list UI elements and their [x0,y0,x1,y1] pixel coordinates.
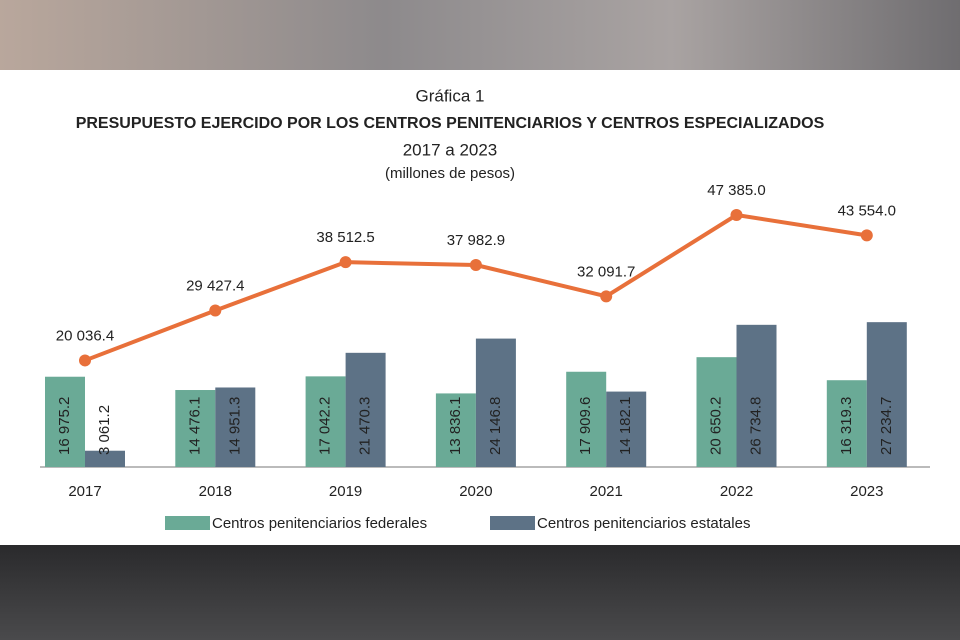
total-value-label: 38 512.5 [316,229,374,246]
bar-value-label: 17 909.6 [577,397,594,455]
bar [475,338,516,467]
bar [175,390,216,467]
bar-value-label: 24 146.8 [487,397,504,455]
bar-value-label: 14 951.3 [226,397,243,455]
bar-value-label: 14 182.1 [617,397,634,455]
bar [736,324,777,467]
x-tick-label: 2018 [199,483,232,500]
bar-value-label: 21 470.3 [357,397,374,455]
bar [866,322,907,467]
chart-units: (millones de pesos) [385,165,515,182]
bar [45,376,85,467]
bar-value-label: 14 476.1 [186,397,203,455]
total-point [860,229,873,242]
x-tick-label: 2019 [329,483,362,500]
total-point [600,290,613,303]
bar-value-label: 26 734.8 [747,397,764,455]
total-point [79,354,91,367]
x-tick-label: 2021 [590,483,623,500]
x-tick-label: 2022 [720,483,753,500]
total-value-label: 20 036.4 [56,327,114,344]
total-value-label: 47 385.0 [707,182,765,199]
x-tick-label: 2023 [850,483,883,500]
blurred-background [0,0,960,70]
total-point [209,304,222,317]
bar-value-label: 16 975.2 [56,397,73,455]
total-point [469,259,482,272]
bar [696,357,737,467]
total-point [339,256,352,269]
chart-subtitle: 2017 a 2023 [403,140,498,159]
bar [566,371,607,467]
bar-value-label: 13 836.1 [447,397,464,455]
bar-value-label: 17 042.2 [317,397,334,455]
bar-value-label: 27 234.7 [878,397,895,455]
chart-label: Gráfica 1 [416,86,485,105]
total-value-label: 37 982.9 [447,232,505,249]
chart-title: PRESUPUESTO EJERCIDO POR LOS CENTROS PEN… [76,115,825,132]
total-point [730,209,743,221]
bar-value-label: 16 319.3 [838,397,855,455]
total-value-label: 32 091.7 [577,263,635,280]
bar [435,393,476,467]
x-tick-label: 2017 [68,483,101,500]
bar [606,391,647,467]
x-tick-label: 2020 [459,483,492,500]
bar-value-label: 3 061.2 [96,405,113,455]
legend-label: Centros penitenciarios estatales [537,515,750,532]
bar [215,387,256,467]
legend-swatch [490,516,535,530]
total-value-label: 29 427.4 [186,277,244,294]
bar [305,376,346,467]
legend-label: Centros penitenciarios federales [212,515,427,532]
bar [85,450,125,467]
bar [345,352,386,467]
bar-value-label: 20 650.2 [707,397,724,455]
legend-swatch [165,516,210,530]
dark-background [0,545,960,640]
total-value-label: 43 554.0 [838,202,896,219]
bar [826,380,867,467]
